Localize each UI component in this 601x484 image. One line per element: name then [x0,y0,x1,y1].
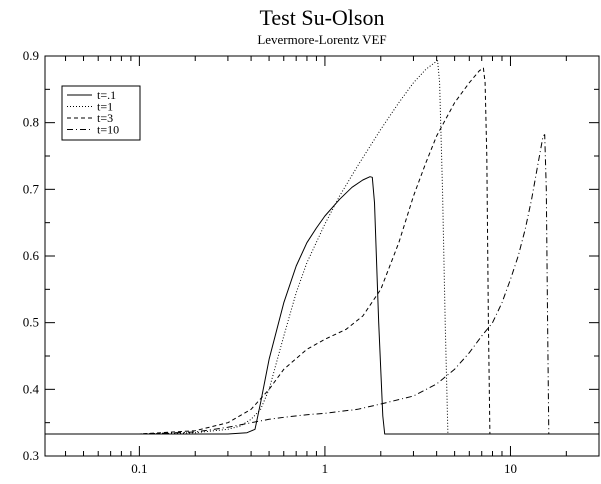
x-tick-label: 10 [504,461,517,476]
chart-subtitle: Levermore-Lorentz VEF [257,32,386,47]
y-tick-label: 0.3 [23,448,39,463]
x-tick-label: 0.1 [131,461,147,476]
y-tick-label: 0.4 [23,381,40,396]
y-tick-label: 0.8 [23,115,39,130]
y-tick-label: 0.9 [23,48,39,63]
legend-label: t=.1 [97,88,116,102]
series-line-t-3 [45,67,599,435]
legend: t=.1t=1t=3t=10 [61,85,141,141]
legend-label: t=3 [97,111,113,125]
chart-title: Test Su-Olson [260,5,385,30]
plot-area: 0.1 1 10 0.3 0.4 0.5 0.6 0.7 0.8 0.9 [23,48,600,476]
series-line-t-10 [45,134,599,435]
y-tick-label: 0.5 [23,315,39,330]
y-tick-label: 0.7 [23,181,40,196]
x-tick-label: 1 [322,461,329,476]
legend-label: t=10 [97,123,119,137]
y-tick-label: 0.6 [23,248,40,263]
legend-label: t=1 [97,100,113,114]
series-line-t-1 [45,176,599,435]
